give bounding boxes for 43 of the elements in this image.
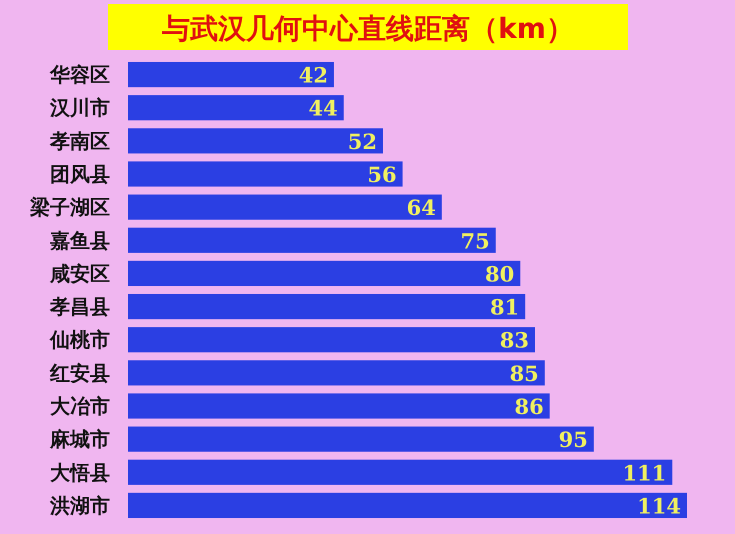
bar [128, 327, 535, 352]
y-tick-label: 梁子湖区 [29, 195, 110, 220]
bar [128, 393, 550, 419]
y-tick-label: 咸安区 [49, 261, 110, 286]
y-tick-label: 孝南区 [49, 128, 110, 153]
y-tick-label: 洪湖市 [49, 493, 110, 518]
y-tick-label: 团风县 [50, 162, 110, 186]
data-label: 64 [406, 195, 436, 220]
data-label: 86 [514, 394, 544, 419]
bar [128, 492, 687, 518]
bar [128, 62, 334, 88]
y-tick-label: 红安县 [49, 360, 110, 385]
y-tick-label: 汉川市 [49, 96, 110, 120]
bar [128, 95, 344, 120]
y-tick-label: 仙桃市 [49, 328, 110, 352]
data-label: 83 [500, 328, 529, 353]
bar [128, 426, 594, 452]
y-tick-label: 孝昌县 [49, 294, 110, 319]
data-label: 52 [348, 128, 377, 154]
data-label: 114 [637, 493, 681, 518]
y-tick-label: 麻城市 [49, 427, 110, 452]
data-label: 81 [490, 294, 520, 320]
bar [128, 260, 520, 286]
data-label: 42 [298, 62, 328, 88]
data-label: 75 [460, 228, 490, 254]
y-tick-label: 大悟县 [50, 460, 110, 484]
data-label: 111 [622, 460, 666, 486]
y-tick-label: 华容区 [49, 62, 110, 87]
bar [128, 460, 672, 485]
data-label: 95 [558, 427, 588, 452]
bar [128, 360, 545, 386]
bar [128, 194, 442, 220]
bar [128, 228, 496, 253]
bar [128, 294, 526, 320]
chart-title: 与武汉几何中心直线距离（km） [161, 12, 574, 45]
data-label: 80 [485, 261, 514, 286]
bar [128, 128, 383, 154]
data-label: 85 [510, 360, 539, 386]
y-tick-label: 大冶市 [50, 394, 110, 418]
data-label: 44 [308, 96, 338, 121]
data-label: 56 [367, 162, 397, 187]
y-tick-label: 嘉鱼县 [50, 228, 110, 252]
bar [128, 161, 403, 187]
